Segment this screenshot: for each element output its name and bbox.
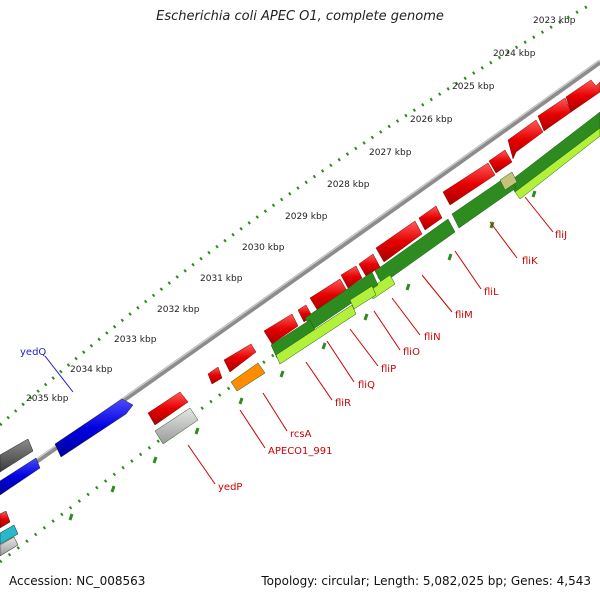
- gene-labels: yedQ fliJ fliK fliL fliM fliN fliO fliP …: [20, 230, 567, 493]
- gene-tan[interactable]: [499, 171, 518, 191]
- gene-label[interactable]: rcsA: [290, 429, 312, 440]
- accession-text: Accession: NC_008563: [9, 574, 146, 588]
- gene-lightgreen[interactable]: [275, 304, 357, 365]
- gene-cyan[interactable]: [0, 524, 19, 545]
- topology-summary: Topology: circular; Length: 5,082,025 bp…: [261, 574, 591, 588]
- gene-red[interactable]: [488, 149, 513, 174]
- scale-label: 2024 kbp: [493, 49, 536, 59]
- gene-red[interactable]: [418, 205, 443, 231]
- gene-leader-lines: [187, 196, 554, 485]
- gene-grey[interactable]: [0, 536, 19, 557]
- gene-label[interactable]: fliO: [403, 347, 420, 358]
- gene-green[interactable]: [374, 218, 456, 285]
- scale-label: 2029 kbp: [285, 212, 328, 222]
- gene-red[interactable]: [340, 265, 363, 289]
- inner-ring-ticks: [68, 190, 537, 521]
- scale-label: 2035 kbp: [26, 394, 69, 404]
- gene-red[interactable]: [207, 366, 223, 385]
- reverse-strand-genes: [154, 111, 600, 445]
- left-genes: [0, 398, 134, 557]
- gene-red[interactable]: [507, 119, 544, 160]
- gene-label[interactable]: fliL: [484, 287, 499, 298]
- gene-red[interactable]: [537, 97, 572, 132]
- gene-red[interactable]: [358, 253, 381, 277]
- scale-label: 2031 kbp: [200, 274, 243, 284]
- scale-label: 2023 kbp: [533, 16, 576, 26]
- scale-label: 2025 kbp: [452, 82, 495, 92]
- gene-grey[interactable]: [154, 407, 199, 445]
- gene-blue[interactable]: [0, 457, 41, 496]
- gene-label[interactable]: yedQ: [20, 347, 46, 358]
- map-title: Escherichia coli APEC O1, complete genom…: [156, 9, 444, 24]
- gene-label[interactable]: fliK: [522, 256, 538, 267]
- gene-blue[interactable]: [54, 398, 134, 458]
- gene-label[interactable]: fliJ: [555, 230, 567, 241]
- gene-lightgreen[interactable]: [514, 127, 600, 200]
- scale-labels: 2023 kbp 2024 kbp 2025 kbp 2026 kbp 2027…: [26, 16, 576, 404]
- gene-red[interactable]: [223, 343, 257, 373]
- scale-label: 2033 kbp: [114, 335, 157, 345]
- gene-green[interactable]: [508, 111, 600, 193]
- scale-label: 2030 kbp: [242, 243, 285, 253]
- gene-orange[interactable]: [230, 362, 266, 392]
- gene-red[interactable]: [147, 391, 189, 426]
- scale-label: 2026 kbp: [410, 115, 453, 125]
- gene-label[interactable]: APECO1_991: [268, 446, 333, 457]
- gene-label[interactable]: fliM: [455, 310, 473, 321]
- gene-label[interactable]: fliN: [424, 332, 441, 343]
- gene-red[interactable]: [375, 220, 423, 263]
- scale-label: 2028 kbp: [327, 180, 370, 190]
- scale-label: 2027 kbp: [369, 148, 412, 158]
- scale-label: 2032 kbp: [157, 305, 200, 315]
- gene-red[interactable]: [0, 510, 11, 529]
- gene-red[interactable]: [263, 313, 299, 345]
- gene-dark-grey[interactable]: [0, 438, 34, 473]
- gene-green[interactable]: [451, 174, 517, 229]
- gene-label[interactable]: fliQ: [358, 380, 375, 391]
- gene-label[interactable]: fliR: [335, 398, 351, 409]
- scale-label: 2034 kbp: [70, 365, 113, 375]
- gene-leader-line-blue: [44, 355, 74, 393]
- forward-strand-genes: [147, 79, 600, 426]
- gene-label[interactable]: yedP: [218, 482, 242, 493]
- gene-label[interactable]: fliP: [381, 364, 396, 375]
- gene-red[interactable]: [442, 162, 496, 206]
